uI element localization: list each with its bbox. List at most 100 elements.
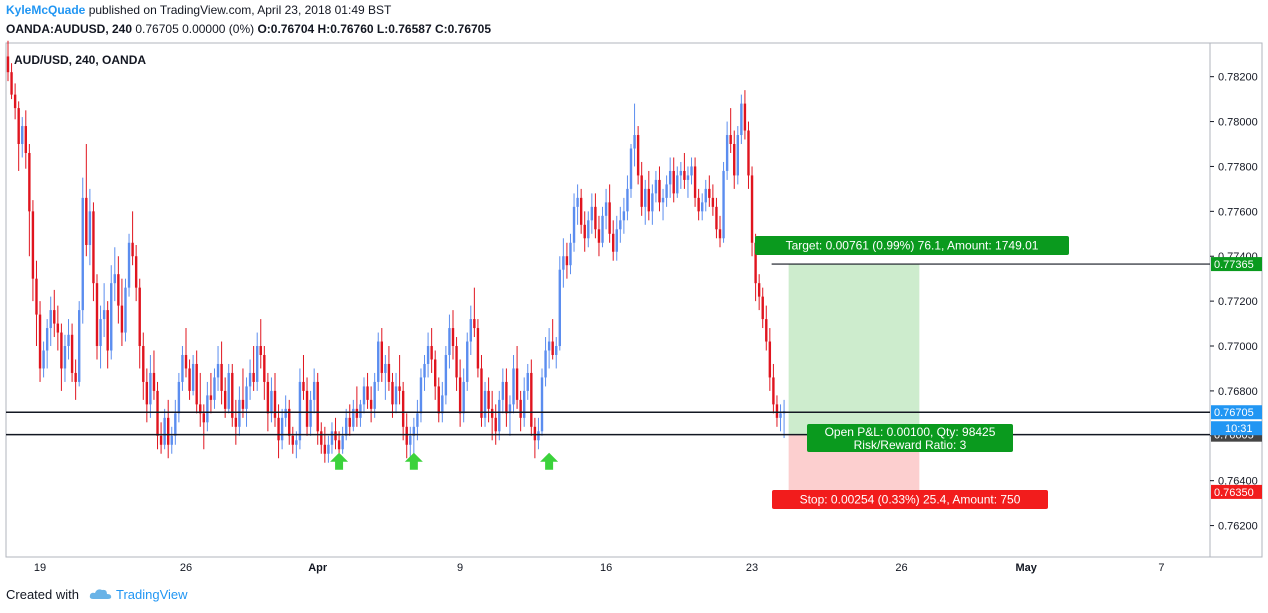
candle-body — [345, 417, 348, 436]
x-tick-label: 9 — [457, 562, 463, 574]
countdown-label: 10:31 — [1225, 423, 1253, 435]
candle-body — [334, 431, 337, 441]
candle-body — [544, 350, 547, 378]
candle-body — [487, 390, 490, 409]
publish-text: published on TradingView.com, April 23, … — [85, 3, 392, 17]
candle-body — [177, 381, 181, 414]
candle-body — [284, 408, 287, 418]
candle-body — [679, 170, 683, 176]
candle-body — [615, 229, 618, 252]
candle-body — [131, 242, 134, 257]
candle-body — [576, 197, 579, 207]
stop-label: Stop: 0.00254 (0.33%) 25.4, Amount: 750 — [800, 493, 1021, 507]
candle-body — [480, 368, 483, 418]
candle-body — [305, 390, 309, 427]
footer: Created with TradingView — [6, 587, 188, 602]
candle-body — [199, 404, 202, 414]
candle-body — [191, 363, 195, 391]
candle-body — [231, 372, 234, 418]
candle-body — [708, 188, 711, 198]
candle-body — [455, 346, 458, 378]
position-labels: Target: 0.00761 (0.99%) 76.1, Amount: 17… — [755, 236, 1069, 509]
candle-body — [110, 283, 113, 351]
candle-body — [202, 413, 205, 423]
candle-body — [729, 135, 732, 145]
candle-body — [17, 108, 20, 145]
candle-body — [295, 440, 298, 445]
target-zone — [788, 264, 920, 435]
candle-body — [533, 426, 537, 441]
candle-body — [49, 310, 52, 329]
candle-body — [6, 56, 10, 73]
candle-body — [523, 390, 526, 418]
candle-body — [156, 390, 159, 436]
candle-body — [626, 188, 629, 212]
candle-body — [419, 377, 423, 414]
candle-body — [195, 363, 198, 405]
y-tick-label: 0.76400 — [1218, 476, 1258, 488]
y-tick-label: 0.77200 — [1218, 296, 1258, 308]
candle-body — [277, 417, 280, 441]
candle-body — [362, 386, 366, 405]
candle-body — [209, 395, 213, 400]
candle-body — [501, 381, 505, 400]
candle-body — [587, 220, 590, 239]
candle-body — [60, 332, 63, 369]
candle-body — [772, 377, 775, 405]
candle-body — [352, 408, 355, 427]
candle-body — [409, 435, 412, 445]
candle-body — [263, 354, 266, 382]
candle-body — [483, 390, 487, 418]
candle-body — [384, 363, 387, 373]
candle-body — [601, 215, 604, 243]
candle-body — [38, 314, 42, 369]
candle-body — [74, 372, 77, 382]
candle-body — [765, 319, 768, 342]
candle-body — [24, 126, 27, 153]
candle-body — [462, 381, 465, 414]
x-tick-label: 7 — [1158, 562, 1164, 574]
candle-body — [288, 408, 291, 436]
stop-label-bg — [772, 490, 1048, 509]
candle-body — [658, 179, 661, 203]
open-pnl-label: Open P&L: 0.00100, Qty: 98425 — [825, 425, 996, 439]
candle-body — [67, 334, 70, 347]
current-price-label-bg — [1211, 405, 1262, 420]
candle-body — [298, 381, 302, 441]
y-tick-label: 0.77000 — [1218, 341, 1258, 353]
candle-body — [106, 310, 109, 351]
candle-body — [579, 197, 583, 225]
low-value: L:0.76587 — [376, 22, 432, 36]
candle-body — [515, 368, 519, 400]
candle-body — [672, 170, 675, 194]
up-arrow-icon — [540, 452, 559, 470]
candle-body — [640, 175, 643, 207]
candle-body — [227, 372, 230, 409]
candle-body — [690, 166, 693, 176]
candle-body — [309, 399, 312, 427]
candle-body — [223, 390, 227, 409]
x-tick-label: May — [1015, 562, 1037, 574]
current-price-label: 0.76705 — [1214, 407, 1254, 419]
candle-body — [163, 417, 166, 445]
candle-body — [604, 202, 608, 216]
candle-body — [686, 175, 690, 180]
candle-body — [644, 188, 647, 207]
candle-body — [337, 440, 341, 450]
price-axis — [1209, 42, 1263, 558]
candle-body — [434, 359, 437, 387]
candle-body — [206, 395, 209, 423]
candle-body — [476, 328, 480, 369]
x-tick-label: 19 — [34, 562, 46, 574]
author-link[interactable]: KyleMcQuade — [6, 3, 86, 17]
candle-body — [70, 334, 74, 373]
candle-body — [466, 341, 469, 382]
candle-body — [636, 135, 640, 176]
candle-body — [31, 211, 35, 279]
candle-body — [95, 283, 99, 347]
tradingview-brand-link[interactable]: TradingView — [116, 587, 188, 602]
axes: 0.782000.780000.778000.776000.774000.772… — [34, 72, 1262, 574]
candle-body — [747, 130, 750, 176]
candle-body — [28, 152, 31, 212]
